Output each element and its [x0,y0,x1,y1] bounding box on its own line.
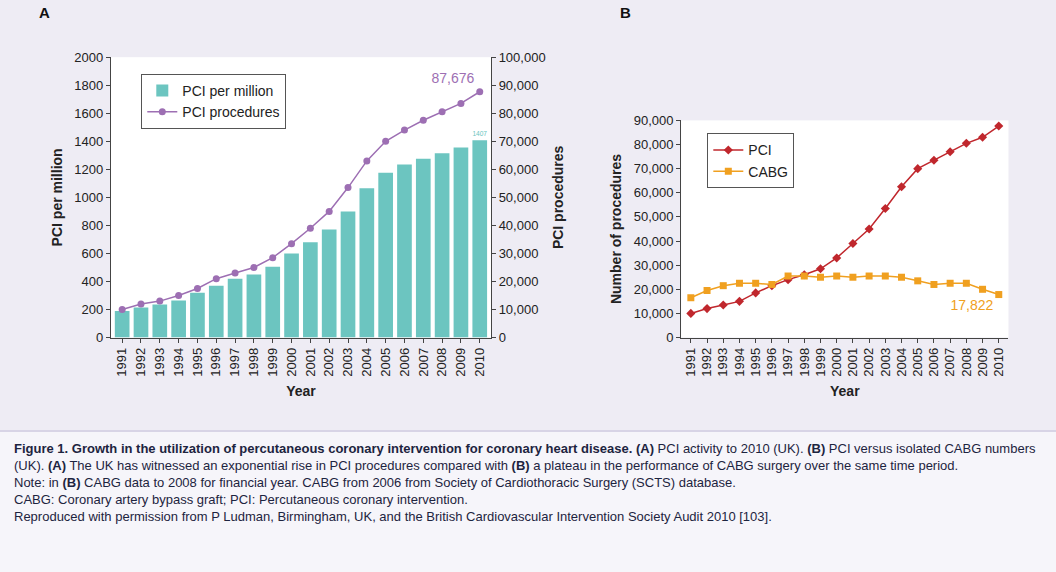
svg-text:17,822: 17,822 [951,297,994,313]
svg-text:1996: 1996 [764,348,779,377]
svg-text:30,000: 30,000 [634,258,674,273]
svg-text:1600: 1600 [74,106,103,121]
svg-text:Number of procedures: Number of procedures [608,154,624,304]
svg-text:40,000: 40,000 [499,218,539,233]
html-text:Figure 1. Growth in the utiliz: Figure 1. Growth in the utilization of p… [14,441,1036,473]
svg-text:1407: 1407 [472,130,487,137]
svg-text:2001: 2001 [303,348,318,377]
svg-text:90,000: 90,000 [634,113,674,128]
svg-text:1400: 1400 [74,134,103,149]
svg-text:1999: 1999 [813,348,828,377]
svg-text:1998: 1998 [246,348,261,377]
svg-text:2000: 2000 [74,50,103,65]
svg-text:1997: 1997 [227,348,242,377]
svg-text:2002: 2002 [861,348,876,377]
html-text:Note: in (B) CABG data to 2008: Note: in (B) CABG data to 2008 for finan… [14,475,736,490]
svg-text:1995: 1995 [748,348,763,377]
svg-text:30,000: 30,000 [499,246,539,261]
svg-text:1994: 1994 [732,348,747,377]
svg-text:1998: 1998 [797,348,812,377]
svg-text:1991: 1991 [683,348,698,377]
svg-text:2010: 2010 [472,348,487,377]
svg-text:10,000: 10,000 [634,306,674,321]
svg-text:100,000: 100,000 [499,50,546,65]
svg-text:1800: 1800 [74,78,103,93]
svg-text:600: 600 [82,246,104,261]
svg-text:1995: 1995 [190,348,205,377]
svg-text:0: 0 [666,330,673,345]
svg-text:1999: 1999 [265,348,280,377]
svg-text:CABG: CABG [748,164,788,180]
svg-text:90,000: 90,000 [499,78,539,93]
svg-text:0: 0 [499,330,506,345]
svg-text:2008: 2008 [434,348,449,377]
svg-text:1200: 1200 [74,162,103,177]
svg-text:2008: 2008 [959,348,974,377]
svg-text:200: 200 [82,302,104,317]
svg-text:PCI procedures: PCI procedures [550,145,566,249]
svg-text:2002: 2002 [321,348,336,377]
svg-text:80,000: 80,000 [499,106,539,121]
svg-text:2007: 2007 [416,348,431,377]
svg-text:10,000: 10,000 [499,302,539,317]
svg-text:2009: 2009 [453,348,468,377]
svg-text:1992: 1992 [699,348,714,377]
svg-text:2003: 2003 [340,348,355,377]
svg-text:50,000: 50,000 [634,209,674,224]
svg-text:2007: 2007 [942,348,957,377]
svg-text:80,000: 80,000 [634,137,674,152]
svg-text:1993: 1993 [152,348,167,377]
svg-text:PCI: PCI [748,142,771,158]
svg-text:400: 400 [82,274,104,289]
svg-text:2000: 2000 [829,348,844,377]
svg-text:0: 0 [96,330,103,345]
svg-text:B: B [620,4,631,21]
svg-text:2004: 2004 [894,348,909,377]
svg-text:60,000: 60,000 [634,185,674,200]
svg-text:PCI procedures: PCI procedures [182,104,279,120]
svg-text:1997: 1997 [780,348,795,377]
svg-text:PCI per million: PCI per million [182,83,273,99]
html-text:CABG: Coronary artery bypass g: CABG: Coronary artery bypass graft; PCI:… [14,492,468,507]
svg-text:1992: 1992 [133,348,148,377]
svg-text:Year: Year [830,383,860,399]
svg-text:87,676: 87,676 [432,70,475,86]
svg-text:1996: 1996 [208,348,223,377]
svg-text:2009: 2009 [975,348,990,377]
svg-text:20,000: 20,000 [634,282,674,297]
svg-text:2006: 2006 [397,348,412,377]
svg-text:2006: 2006 [926,348,941,377]
svg-text:2003: 2003 [878,348,893,377]
svg-text:2005: 2005 [910,348,925,377]
svg-text:2004: 2004 [359,348,374,377]
svg-text:PCI per million: PCI per million [49,148,65,246]
svg-text:800: 800 [82,218,104,233]
svg-text:2000: 2000 [284,348,299,377]
svg-text:1991: 1991 [114,348,129,377]
svg-text:2010: 2010 [991,348,1006,377]
svg-text:40,000: 40,000 [634,234,674,249]
svg-text:2005: 2005 [378,348,393,377]
html-text:Reproduced with permission fro: Reproduced with permission from P Ludman… [14,509,772,524]
svg-text:20,000: 20,000 [499,274,539,289]
svg-text:60,000: 60,000 [499,162,539,177]
svg-text:1994: 1994 [171,348,186,377]
svg-text:50,000: 50,000 [499,190,539,205]
svg-text:70,000: 70,000 [634,161,674,176]
svg-text:70,000: 70,000 [499,134,539,149]
svg-text:1000: 1000 [74,190,103,205]
svg-text:1993: 1993 [715,348,730,377]
svg-text:A: A [39,4,50,21]
svg-text:2001: 2001 [845,348,860,377]
svg-text:Year: Year [286,383,316,399]
